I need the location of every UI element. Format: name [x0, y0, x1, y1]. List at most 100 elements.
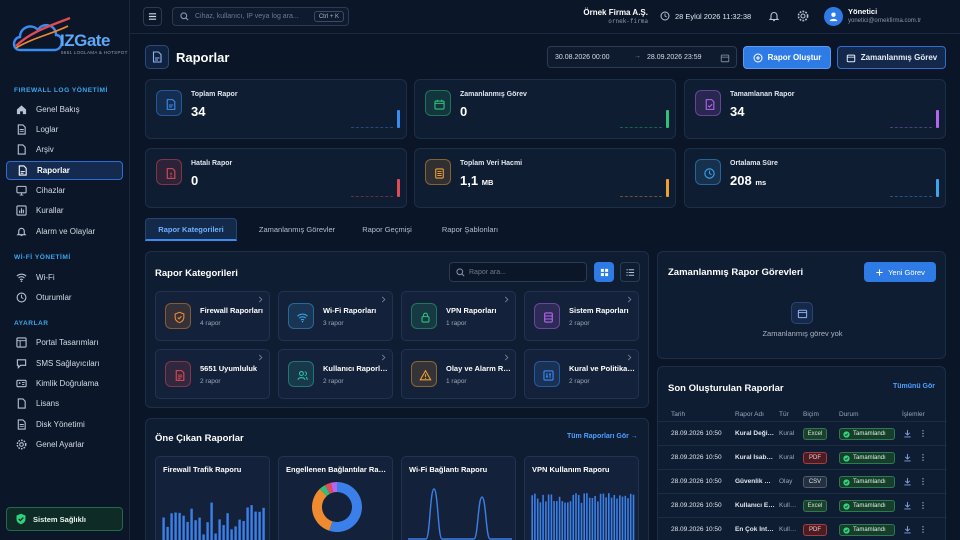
- avatar[interactable]: [824, 7, 843, 26]
- stat-number: 34: [191, 104, 206, 119]
- more-options-icon[interactable]: [920, 477, 926, 486]
- format-badge: PDF: [803, 452, 827, 464]
- featured-report-card[interactable]: VPN Kullanım Raporu: [524, 456, 639, 540]
- category-card[interactable]: Kural ve Politika Raporları 2 rapor: [524, 349, 639, 399]
- chart-bar: [198, 517, 201, 540]
- global-search-input[interactable]: Cihaz, kullanıcı, IP veya log ara... Ctrl…: [172, 7, 349, 26]
- stat-card[interactable]: Hatalı Rapor 0: [145, 148, 407, 208]
- stat-value: 1,1 MB: [460, 173, 493, 188]
- report-categories-card: Rapor Kategorileri Rapor ara... Firewall…: [145, 251, 649, 408]
- sidebar-item-cihazlar[interactable]: Cihazlar: [6, 181, 123, 200]
- chart-bar: [531, 495, 533, 540]
- report-icon: [145, 45, 169, 69]
- featured-report-card[interactable]: Wi-Fi Bağlantı Raporu: [401, 456, 516, 540]
- menu-button[interactable]: [143, 7, 162, 26]
- sidebar-item-loglar[interactable]: Loglar: [6, 120, 123, 139]
- table-row[interactable]: 28.09.2026 10:50 Kural İsabetleri Kural …: [658, 445, 947, 469]
- category-search-input[interactable]: Rapor ara...: [449, 262, 587, 282]
- category-card[interactable]: Firewall Raporları 4 rapor: [155, 291, 270, 341]
- table-row[interactable]: 28.09.2026 10:50 Kural Değişiklikleri Ku…: [658, 421, 947, 445]
- date-range-picker[interactable]: 30.08.2026 00:00 → 28.09.2026 23:59: [547, 46, 737, 68]
- sidebar-item-raporlar[interactable]: Raporlar: [6, 161, 123, 180]
- tab-rapor-sablonlari[interactable]: Rapor Şablonları: [441, 225, 499, 234]
- chart-bar: [210, 502, 213, 540]
- create-report-button[interactable]: Rapor Oluştur: [743, 46, 831, 69]
- wifi-icon: [289, 304, 315, 330]
- sidebar-item-genel-bakis[interactable]: Genel Bakış: [6, 100, 123, 119]
- izgate-logo[interactable]: [10, 10, 122, 66]
- table-row[interactable]: 28.09.2026 10:50 En Çok İnternet Kullanı…: [658, 517, 947, 540]
- chart-bar: [230, 529, 233, 540]
- brand-tagline: 5651 LOGLAMA & HOTSPOT: [61, 50, 128, 55]
- users-icon: [289, 362, 315, 388]
- view-all-link[interactable]: Tümünü Gör: [893, 383, 935, 390]
- list-view-button[interactable]: [620, 262, 640, 282]
- sidebar-item-kimlik[interactable]: Kimlik Doğrulama: [6, 374, 123, 393]
- sidebar-item-wifi[interactable]: Wi-Fi: [6, 268, 123, 287]
- stat-unit: MB: [481, 178, 494, 187]
- tab-zamanlanmis-gorevler[interactable]: Zamanlanmış Görevler: [258, 225, 336, 234]
- notifications-bell-icon[interactable]: [768, 10, 780, 22]
- calendar-icon: [791, 302, 813, 324]
- sidebar-item-arsiv[interactable]: Arşiv: [6, 140, 123, 159]
- category-card[interactable]: Olay ve Alarm Raporları 1 rapor: [401, 349, 516, 399]
- category-icon-box: [288, 303, 314, 329]
- stat-card[interactable]: Toplam Veri Hacmi 1,1 MB: [414, 148, 676, 208]
- chart-bar: [178, 512, 181, 540]
- monitor-icon: [16, 185, 27, 196]
- download-icon[interactable]: [903, 429, 912, 438]
- new-task-button[interactable]: Yeni Görev: [864, 262, 936, 282]
- category-card[interactable]: 5651 Uyumluluk 2 rapor: [155, 349, 270, 399]
- sidebar-item-alarm[interactable]: Alarm ve Olaylar: [6, 222, 123, 241]
- more-options-icon[interactable]: [920, 525, 926, 534]
- settings-gear-icon[interactable]: [797, 10, 809, 22]
- category-count: 3 rapor: [323, 320, 344, 327]
- more-options-icon[interactable]: [920, 453, 926, 462]
- stat-card[interactable]: Zamanlanmış Görev 0: [414, 79, 676, 139]
- chart-bar: [569, 501, 572, 540]
- company-switcher[interactable]: Örnek Firma A.Ş. ornek-firma: [560, 8, 648, 25]
- featured-report-card[interactable]: Firewall Trafik Raporu: [155, 456, 270, 540]
- grid-view-button[interactable]: [594, 262, 614, 282]
- more-options-icon[interactable]: [920, 429, 926, 438]
- category-card[interactable]: VPN Raporları 1 rapor: [401, 291, 516, 341]
- featured-report-card[interactable]: Engellenen Bağlantılar Raporu: [278, 456, 393, 540]
- sidebar-item-label: Arşiv: [36, 145, 54, 154]
- chart-bar: [202, 534, 205, 540]
- stat-card[interactable]: Tamamlanan Rapor 34: [684, 79, 946, 139]
- sidebar-item-genel-ayarlar[interactable]: Genel Ayarlar: [6, 435, 123, 454]
- check-circle-icon: [843, 454, 850, 462]
- stat-card[interactable]: Toplam Rapor 34: [145, 79, 407, 139]
- view-all-reports-link[interactable]: Tüm Raporları Gör →: [567, 433, 638, 440]
- tab-rapor-kategorileri[interactable]: Rapor Kategorileri: [145, 218, 237, 241]
- download-icon[interactable]: [903, 453, 912, 462]
- check-document-icon: [696, 91, 722, 117]
- download-icon[interactable]: [903, 501, 912, 510]
- chart-bar: [567, 502, 569, 540]
- stat-card[interactable]: Ortalama Süre 208 ms: [684, 148, 946, 208]
- sidebar-item-oturumlar[interactable]: Oturumlar: [6, 288, 123, 307]
- chart-bar: [258, 511, 261, 540]
- chart-bar: [580, 502, 583, 540]
- column-header-type: Tür: [779, 411, 789, 418]
- system-health-badge[interactable]: Sistem Sağlıklı: [6, 507, 123, 531]
- category-card[interactable]: Sistem Raporları 2 rapor: [524, 291, 639, 341]
- user-menu[interactable]: Yönetici yonetici@ornekfirma.com.tr: [848, 7, 921, 24]
- scheduled-task-button[interactable]: Zamanlanmış Görev: [837, 46, 946, 69]
- sidebar-item-sms[interactable]: SMS Sağlayıcıları: [6, 354, 123, 373]
- download-icon[interactable]: [903, 477, 912, 486]
- tab-rapor-gecmisi[interactable]: Rapor Geçmişi: [362, 225, 412, 234]
- download-icon[interactable]: [903, 525, 912, 534]
- sidebar-item-portal[interactable]: Portal Tasarımları: [6, 333, 123, 352]
- sidebar-item-lisans[interactable]: Lisans: [6, 394, 123, 413]
- stat-number: 208: [730, 173, 752, 188]
- category-card[interactable]: Wi-Fi Raporları 3 rapor: [278, 291, 393, 341]
- category-card[interactable]: Kullanıcı Raporları 2 rapor: [278, 349, 393, 399]
- more-options-icon[interactable]: [920, 501, 926, 510]
- category-count: 2 rapor: [323, 378, 344, 385]
- sidebar-item-disk[interactable]: Disk Yönetimi: [6, 415, 123, 434]
- sidebar-item-kurallar[interactable]: Kurallar: [6, 201, 123, 220]
- table-row[interactable]: 28.09.2026 10:50 Kullanıcı Etkinliği Kul…: [658, 493, 947, 517]
- chart-bar: [254, 511, 257, 540]
- table-row[interactable]: 28.09.2026 10:50 Güvenlik Olayları Olay …: [658, 469, 947, 493]
